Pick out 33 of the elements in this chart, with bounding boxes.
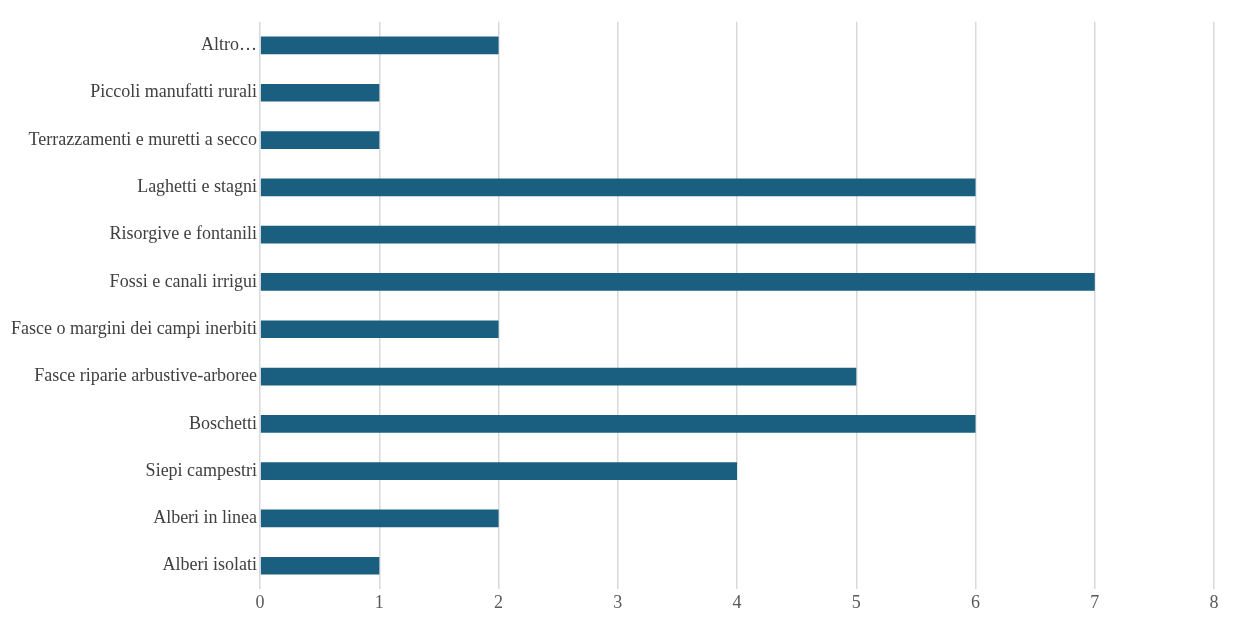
bar <box>260 414 976 433</box>
bar <box>260 509 499 528</box>
x-tick-label: 7 <box>1090 591 1100 612</box>
bar <box>260 36 499 55</box>
y-tick-label: Risorgive e fontanili <box>109 223 258 244</box>
y-tick-label: Fasce o margini dei campi inerbiti <box>10 317 258 338</box>
bar <box>260 462 738 481</box>
y-tick-label: Laghetti e stagni <box>137 176 258 197</box>
y-tick-label: Terrazzamenti e muretti a secco <box>28 128 258 149</box>
bar <box>260 367 857 386</box>
y-tick-label: Alberi isolati <box>162 554 258 575</box>
bar <box>260 178 976 197</box>
y-tick-label: Piccoli manufatti rurali <box>90 81 258 102</box>
x-tick-label: 8 <box>1209 591 1219 612</box>
bar <box>260 131 380 149</box>
bar <box>260 320 499 339</box>
x-tick-label: 1 <box>374 591 384 612</box>
y-tick-label: Boschetti <box>189 412 258 433</box>
y-tick-label: Fasce riparie arbustive-arboree <box>34 365 258 386</box>
bar <box>260 225 976 244</box>
x-tick-label: 4 <box>732 591 742 612</box>
x-tick-label: 3 <box>613 591 623 612</box>
y-tick-label: Altro… <box>201 34 258 55</box>
x-tick-label: 5 <box>851 591 861 612</box>
bar <box>260 556 380 575</box>
y-tick-label: Fossi e canali irrigui <box>109 270 258 291</box>
x-tick-label: 2 <box>494 591 504 612</box>
bar <box>260 83 380 102</box>
x-tick-label: 6 <box>971 591 981 612</box>
x-tick-label: 0 <box>255 591 265 612</box>
bar <box>260 273 1095 291</box>
y-tick-label: Siepi campestri <box>145 459 258 480</box>
y-tick-label: Alberi in linea <box>153 507 258 528</box>
